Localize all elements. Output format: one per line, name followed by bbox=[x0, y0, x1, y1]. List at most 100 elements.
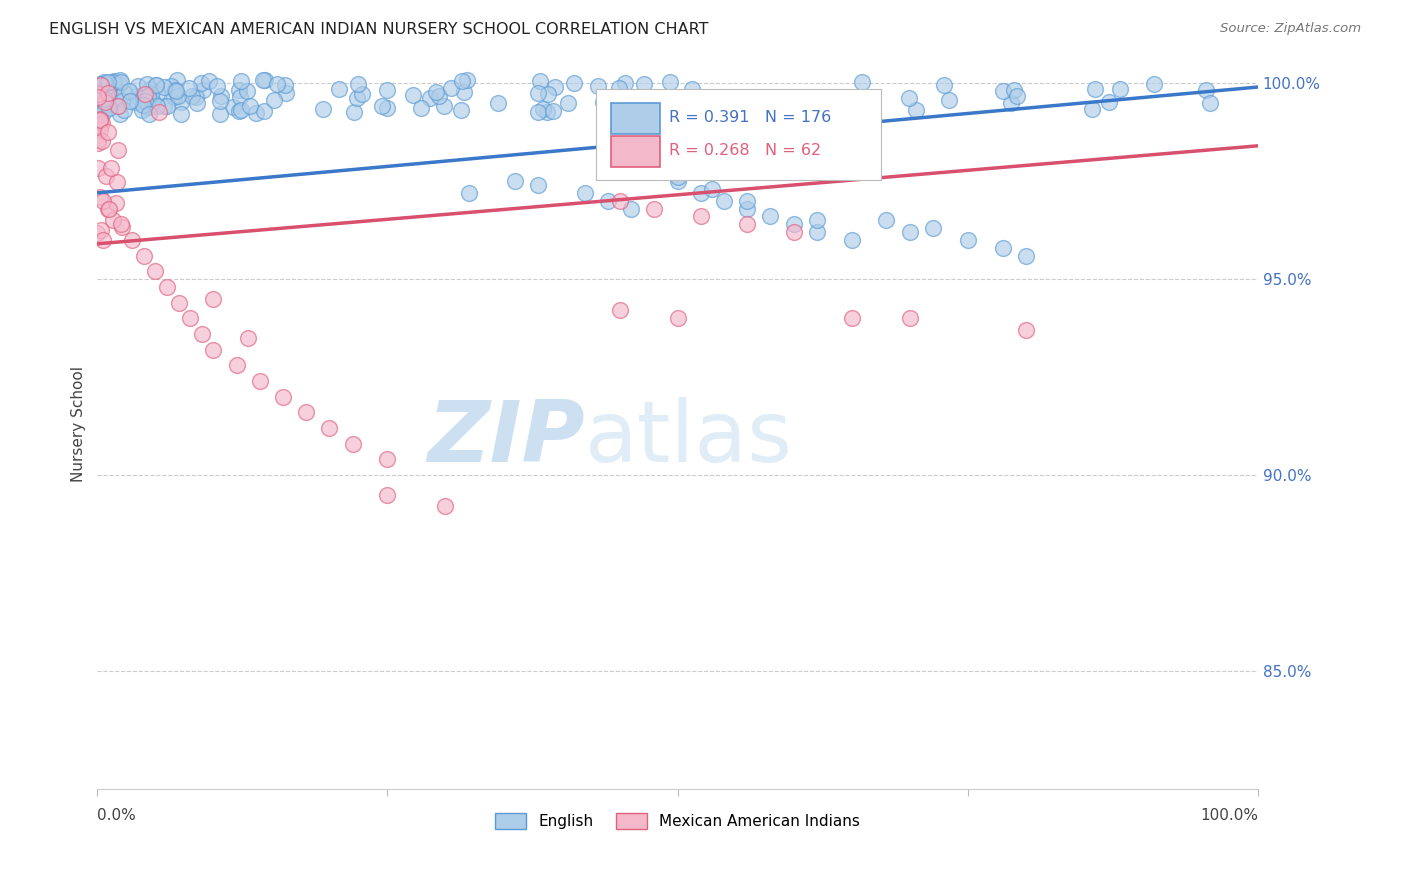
Point bbox=[136, 77, 159, 91]
Point bbox=[456, 73, 478, 87]
Point bbox=[145, 78, 167, 92]
Point bbox=[562, 76, 585, 90]
Point bbox=[782, 217, 804, 231]
Point bbox=[142, 95, 165, 109]
Point bbox=[806, 213, 828, 227]
Point bbox=[90, 134, 112, 148]
Point bbox=[371, 99, 394, 113]
Point bbox=[1005, 89, 1028, 103]
Point bbox=[96, 169, 118, 183]
Point bbox=[165, 84, 187, 98]
Point bbox=[90, 78, 112, 92]
Point bbox=[231, 73, 253, 87]
Point bbox=[202, 292, 225, 306]
Point bbox=[457, 186, 479, 200]
Point bbox=[938, 94, 960, 108]
Point bbox=[254, 72, 277, 87]
Point bbox=[735, 194, 758, 208]
Point bbox=[702, 182, 724, 196]
Point bbox=[97, 202, 120, 216]
Point bbox=[96, 90, 118, 104]
Point bbox=[557, 95, 579, 110]
Text: ENGLISH VS MEXICAN AMERICAN INDIAN NURSERY SCHOOL CORRELATION CHART: ENGLISH VS MEXICAN AMERICAN INDIAN NURSE… bbox=[49, 22, 709, 37]
Point bbox=[453, 85, 475, 99]
Point bbox=[239, 98, 262, 112]
Point bbox=[841, 233, 863, 247]
Point bbox=[107, 77, 129, 91]
Point bbox=[146, 87, 169, 102]
Text: R = 0.268   N = 62: R = 0.268 N = 62 bbox=[669, 144, 821, 158]
Point bbox=[86, 128, 108, 142]
Point bbox=[328, 82, 350, 96]
Point bbox=[87, 91, 110, 105]
Point bbox=[377, 83, 399, 97]
Point bbox=[225, 359, 247, 373]
Point bbox=[427, 88, 450, 103]
Point bbox=[139, 87, 162, 101]
Point bbox=[86, 95, 108, 109]
Point bbox=[609, 81, 631, 95]
Point bbox=[932, 78, 955, 93]
Point bbox=[544, 79, 567, 94]
FancyBboxPatch shape bbox=[612, 136, 661, 167]
Text: ZIP: ZIP bbox=[427, 397, 585, 480]
Point bbox=[209, 106, 232, 120]
Point bbox=[136, 88, 159, 103]
Point bbox=[253, 103, 276, 118]
Point bbox=[169, 95, 191, 109]
Point bbox=[89, 86, 111, 100]
Point bbox=[537, 87, 560, 102]
Point bbox=[249, 374, 271, 388]
FancyBboxPatch shape bbox=[596, 89, 880, 180]
Point bbox=[425, 85, 447, 99]
Point bbox=[86, 226, 108, 240]
Point bbox=[1084, 81, 1107, 95]
Point bbox=[139, 82, 162, 96]
Point bbox=[94, 92, 117, 106]
Point bbox=[86, 133, 108, 147]
Point bbox=[107, 144, 129, 158]
Point bbox=[107, 99, 129, 113]
Point bbox=[450, 103, 472, 118]
Point bbox=[527, 178, 550, 192]
Point bbox=[1143, 77, 1166, 91]
Point bbox=[97, 124, 120, 138]
Point bbox=[271, 390, 294, 404]
Point bbox=[86, 103, 108, 117]
Point bbox=[643, 202, 665, 216]
Point bbox=[193, 83, 215, 97]
Point bbox=[609, 303, 631, 318]
Point bbox=[207, 78, 229, 93]
Point bbox=[153, 99, 176, 113]
Point bbox=[1109, 82, 1132, 96]
Point bbox=[643, 162, 665, 177]
Point bbox=[148, 104, 170, 119]
Point bbox=[134, 95, 156, 109]
Point bbox=[166, 72, 188, 87]
Point bbox=[90, 116, 112, 130]
Point bbox=[897, 91, 920, 105]
Point bbox=[125, 89, 148, 103]
Point bbox=[486, 96, 509, 111]
Point bbox=[127, 78, 149, 93]
Point bbox=[90, 222, 112, 236]
Point bbox=[347, 77, 370, 91]
Point bbox=[184, 89, 207, 103]
Point bbox=[146, 99, 169, 113]
Point bbox=[134, 87, 156, 101]
Point bbox=[450, 74, 472, 88]
Text: atlas: atlas bbox=[585, 397, 793, 480]
Point bbox=[110, 75, 132, 89]
Point bbox=[121, 233, 143, 247]
Point bbox=[666, 174, 689, 188]
Point bbox=[91, 194, 114, 208]
Point bbox=[759, 210, 782, 224]
Point bbox=[186, 96, 208, 111]
Point bbox=[922, 221, 945, 235]
Point bbox=[112, 86, 135, 100]
Point bbox=[735, 217, 758, 231]
Point bbox=[160, 79, 183, 94]
Point bbox=[238, 331, 260, 345]
Point bbox=[536, 104, 558, 119]
Point bbox=[91, 233, 114, 247]
